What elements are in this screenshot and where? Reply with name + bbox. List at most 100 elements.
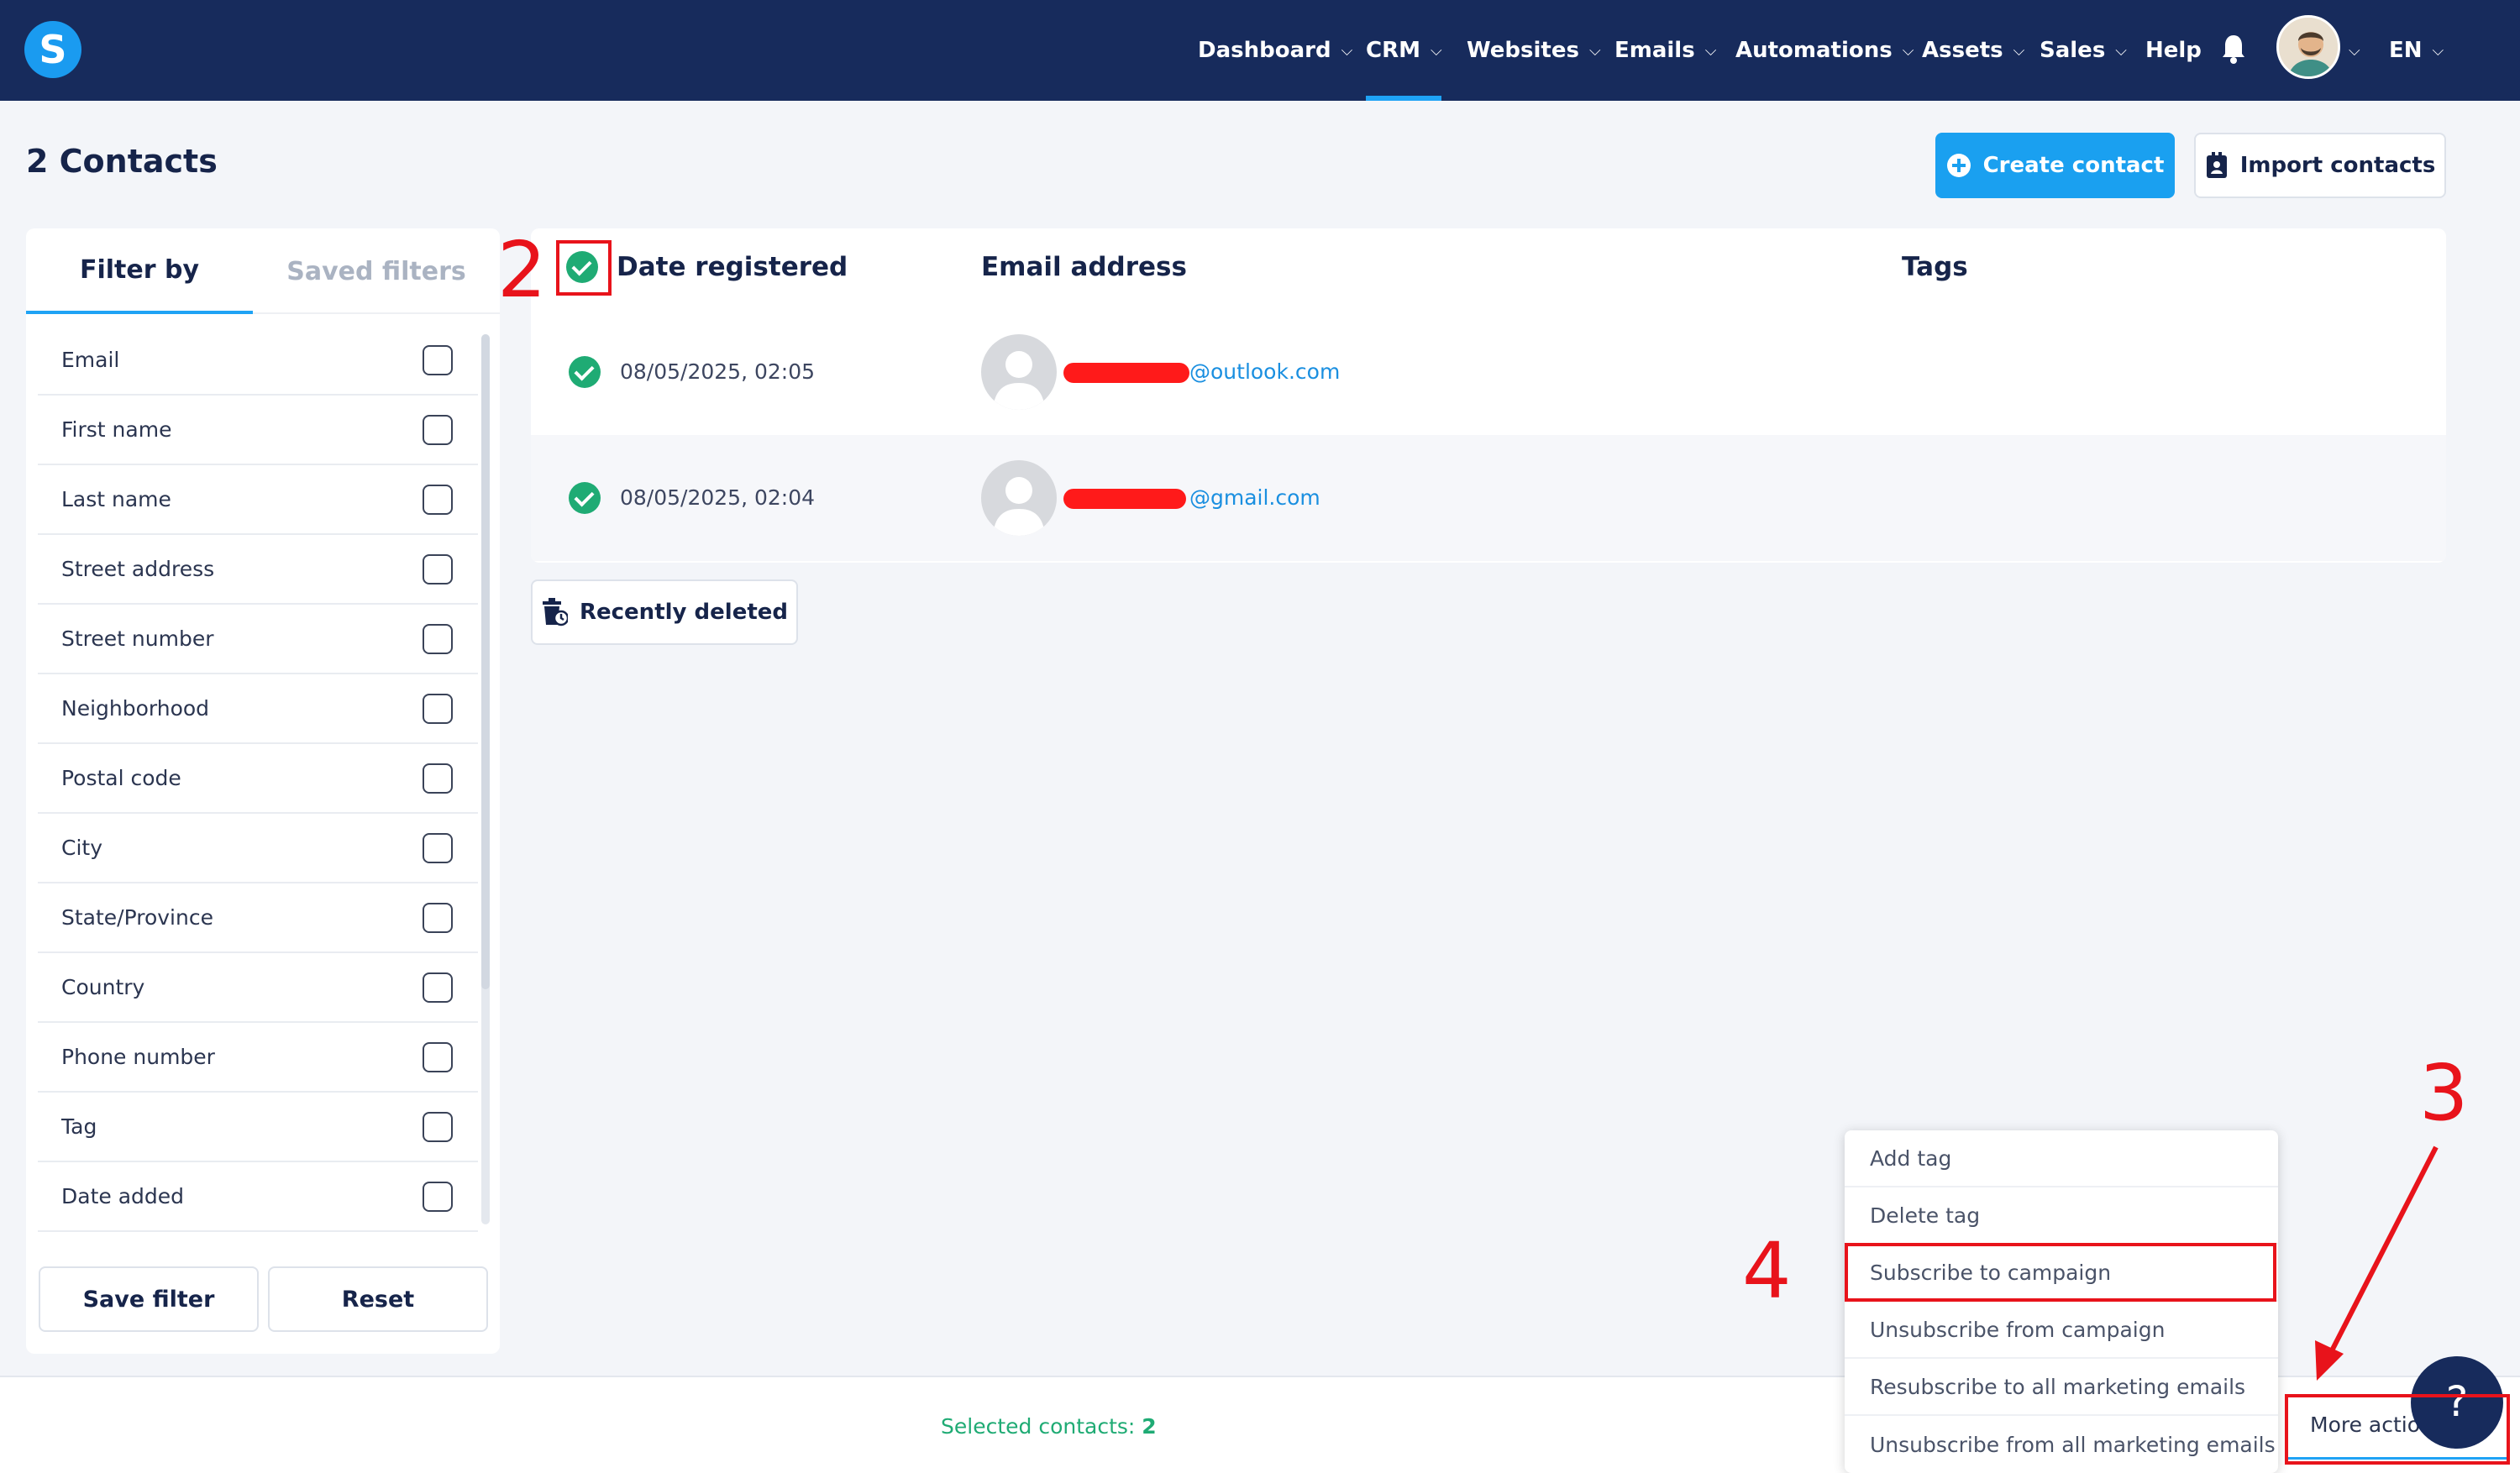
cell-email-domain[interactable]: @gmail.com bbox=[1189, 485, 1320, 510]
filter-checkbox[interactable] bbox=[423, 832, 453, 863]
selected-contacts-label: Selected contacts: bbox=[941, 1414, 1142, 1439]
trash-clock-icon bbox=[542, 598, 568, 626]
language-selector[interactable]: EN ⌵ bbox=[2389, 0, 2444, 101]
filter-checkbox[interactable] bbox=[423, 623, 453, 654]
column-header-date[interactable]: Date registered bbox=[617, 252, 848, 282]
import-contacts-button[interactable]: Import contacts bbox=[2194, 133, 2446, 198]
menu-item-unsubscribe-from-campaign[interactable]: Unsubscribe from campaign bbox=[1845, 1302, 2278, 1359]
nav-assets[interactable]: Assets ⌵ bbox=[1922, 0, 2024, 101]
filter-checkbox[interactable] bbox=[423, 484, 453, 515]
filter-checkbox[interactable] bbox=[423, 414, 453, 445]
annotation-number-2: 2 bbox=[497, 225, 547, 315]
filter-scrollbar-thumb[interactable] bbox=[481, 334, 490, 989]
filter-scrollbar[interactable] bbox=[481, 334, 490, 1224]
help-chat-button[interactable]: ? bbox=[2411, 1356, 2503, 1449]
annotation-number-4: 4 bbox=[1742, 1226, 1792, 1316]
filter-checkbox[interactable] bbox=[423, 1181, 453, 1212]
filter-item-postal-code[interactable]: Postal code bbox=[38, 744, 478, 814]
account-menu-toggle[interactable]: ⌵ bbox=[2349, 0, 2360, 101]
filter-item-label: Phone number bbox=[61, 1045, 215, 1069]
selected-contacts-number: 2 bbox=[1142, 1414, 1157, 1439]
nav-dashboard-label: Dashboard bbox=[1198, 38, 1331, 63]
select-all-checkbox[interactable] bbox=[566, 251, 598, 283]
top-navigation-bar: S Dashboard ⌵ CRM ⌵ Websites ⌵ Emails ⌵ … bbox=[0, 0, 2520, 101]
nav-active-indicator bbox=[1366, 96, 1441, 101]
create-contact-label: Create contact bbox=[1982, 153, 2165, 178]
chevron-down-icon: ⌵ bbox=[2013, 41, 2025, 60]
column-header-email[interactable]: Email address bbox=[981, 252, 1187, 282]
filter-checkbox[interactable] bbox=[423, 693, 453, 724]
nav-sales[interactable]: Sales ⌵ bbox=[2040, 0, 2127, 101]
redacted-email-username bbox=[1063, 363, 1189, 383]
filter-item-label: City bbox=[61, 836, 102, 860]
filter-item-label: State/Province bbox=[61, 905, 213, 930]
filter-item-street-number[interactable]: Street number bbox=[38, 605, 478, 674]
column-header-tags[interactable]: Tags bbox=[1902, 252, 1968, 282]
nav-automations[interactable]: Automations ⌵ bbox=[1735, 0, 1914, 101]
filter-item-date-added[interactable]: Date added bbox=[38, 1162, 478, 1232]
filter-item-neighborhood[interactable]: Neighborhood bbox=[38, 674, 478, 744]
chevron-down-icon: ⌵ bbox=[2115, 41, 2127, 60]
menu-item-delete-tag[interactable]: Delete tag bbox=[1845, 1187, 2278, 1245]
filter-item-country[interactable]: Country bbox=[38, 953, 478, 1023]
create-contact-button[interactable]: Create contact bbox=[1935, 133, 2175, 198]
user-avatar[interactable] bbox=[2276, 15, 2340, 79]
table-header: Date registered Email address Tags bbox=[531, 228, 2446, 306]
filter-item-city[interactable]: City bbox=[38, 814, 478, 883]
filter-item-phone-number[interactable]: Phone number bbox=[38, 1023, 478, 1093]
tab-saved-filters[interactable]: Saved filters bbox=[286, 256, 466, 286]
filter-checkbox[interactable] bbox=[423, 1111, 453, 1142]
redacted-email-username bbox=[1063, 489, 1186, 509]
bell-icon[interactable] bbox=[2221, 32, 2246, 66]
save-filter-button[interactable]: Save filter bbox=[39, 1266, 259, 1332]
nav-dashboard[interactable]: Dashboard ⌵ bbox=[1198, 0, 1352, 101]
cell-email-domain[interactable]: @outlook.com bbox=[1189, 359, 1341, 384]
contact-avatar bbox=[981, 334, 1057, 410]
recently-deleted-button[interactable]: Recently deleted bbox=[531, 579, 798, 645]
brand-logo[interactable]: S bbox=[24, 21, 81, 78]
nav-emails-label: Emails bbox=[1614, 38, 1695, 63]
table-row[interactable]: 08/05/2025, 02:05 @outlook.com bbox=[531, 309, 2446, 435]
nav-websites[interactable]: Websites ⌵ bbox=[1467, 0, 1601, 101]
filter-tabs: Filter by Saved filters bbox=[26, 228, 500, 314]
reset-filter-button[interactable]: Reset bbox=[268, 1266, 488, 1332]
filter-checkbox[interactable] bbox=[423, 1041, 453, 1072]
table-row[interactable]: 08/05/2025, 02:04 @gmail.com bbox=[531, 435, 2446, 561]
menu-item-unsubscribe-all[interactable]: Unsubscribe from all marketing emails bbox=[1870, 1432, 2276, 1457]
filter-item-street-address[interactable]: Street address bbox=[38, 535, 478, 605]
menu-item-resubscribe-all[interactable]: Resubscribe to all marketing emails bbox=[1845, 1359, 2278, 1416]
row-checkbox[interactable] bbox=[569, 482, 601, 514]
filter-item-label: Date added bbox=[61, 1184, 185, 1208]
nav-emails[interactable]: Emails ⌵ bbox=[1614, 0, 1716, 101]
filter-item-last-name[interactable]: Last name bbox=[38, 465, 478, 535]
chevron-down-icon: ⌵ bbox=[1704, 41, 1717, 60]
cell-date-registered: 08/05/2025, 02:04 bbox=[620, 485, 816, 510]
filter-item-state-province[interactable]: State/Province bbox=[38, 883, 478, 953]
tab-filter-by[interactable]: Filter by bbox=[26, 228, 253, 314]
filter-checkbox[interactable] bbox=[423, 763, 453, 794]
filter-checkbox[interactable] bbox=[423, 344, 453, 375]
page-title: 2 Contacts bbox=[26, 143, 218, 180]
selected-contacts-count: Selected contacts: 2 bbox=[941, 1414, 1157, 1439]
nav-assets-label: Assets bbox=[1922, 38, 2003, 63]
filter-item-label: Country bbox=[61, 975, 145, 999]
filter-item-email[interactable]: Email bbox=[38, 326, 478, 396]
recently-deleted-label: Recently deleted bbox=[579, 600, 788, 625]
nav-crm[interactable]: CRM ⌵ bbox=[1366, 0, 1442, 101]
filter-checkbox[interactable] bbox=[423, 902, 453, 933]
nav-help[interactable]: Help bbox=[2145, 0, 2202, 101]
annotation-box-more-actions bbox=[2285, 1394, 2510, 1465]
filter-item-tag[interactable]: Tag bbox=[38, 1093, 478, 1162]
nav-automations-label: Automations bbox=[1735, 38, 1893, 63]
filter-item-label: Street address bbox=[61, 557, 215, 581]
contact-card-icon bbox=[2206, 152, 2227, 178]
filter-checkbox[interactable] bbox=[423, 972, 453, 1003]
filter-checkbox[interactable] bbox=[423, 553, 453, 584]
filter-item-label: Neighborhood bbox=[61, 696, 210, 721]
more-actions-menu: Add tag Delete tag Subscribe to campaign… bbox=[1845, 1130, 2278, 1473]
annotation-box-select-all bbox=[556, 240, 612, 296]
filter-item-first-name[interactable]: First name bbox=[38, 396, 478, 465]
row-checkbox[interactable] bbox=[569, 356, 601, 388]
nav-crm-label: CRM bbox=[1366, 38, 1420, 63]
menu-item-add-tag[interactable]: Add tag bbox=[1845, 1130, 2278, 1187]
